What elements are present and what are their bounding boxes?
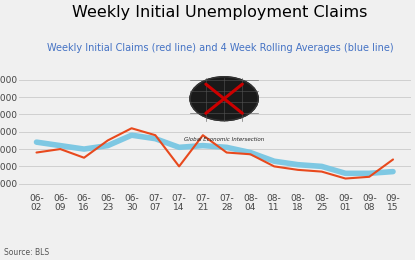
Text: Global Economic Intersection: Global Economic Intersection	[184, 137, 264, 142]
Ellipse shape	[190, 77, 258, 121]
Text: Source: BLS: Source: BLS	[4, 248, 49, 257]
Text: Weekly Initial Claims (red line) and 4 Week Rolling Averages (blue line): Weekly Initial Claims (red line) and 4 W…	[46, 43, 393, 53]
Text: Weekly Initial Unemployment Claims: Weekly Initial Unemployment Claims	[72, 5, 368, 20]
